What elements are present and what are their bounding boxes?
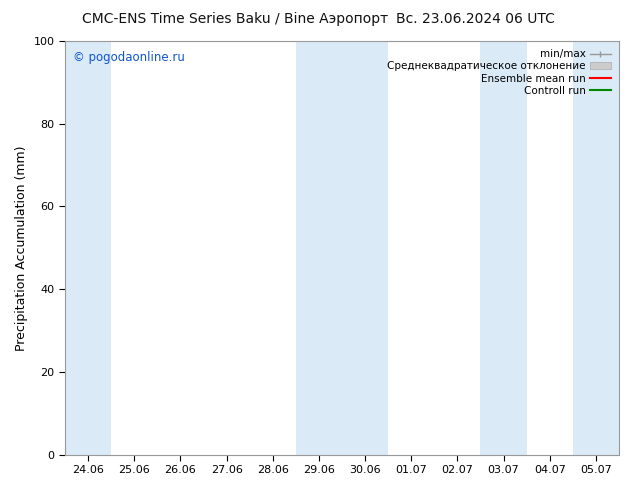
Legend: min/max, Среднеквадратическое отклонение, Ensemble mean run, Controll run: min/max, Среднеквадратическое отклонение… [384,46,614,99]
Text: Вс. 23.06.2024 06 UTC: Вс. 23.06.2024 06 UTC [396,12,555,26]
Bar [573,41,619,455]
Bar [65,41,111,455]
Text: © pogodaonline.ru: © pogodaonline.ru [74,51,185,64]
Bar [481,41,527,455]
Y-axis label: Precipitation Accumulation (mm): Precipitation Accumulation (mm) [15,145,28,350]
Bar [296,41,388,455]
Text: CMC-ENS Time Series Baku / Bine Аэропорт: CMC-ENS Time Series Baku / Bine Аэропорт [82,12,387,26]
